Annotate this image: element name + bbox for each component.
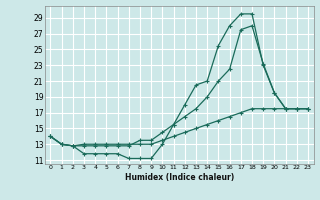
X-axis label: Humidex (Indice chaleur): Humidex (Indice chaleur) xyxy=(124,173,234,182)
